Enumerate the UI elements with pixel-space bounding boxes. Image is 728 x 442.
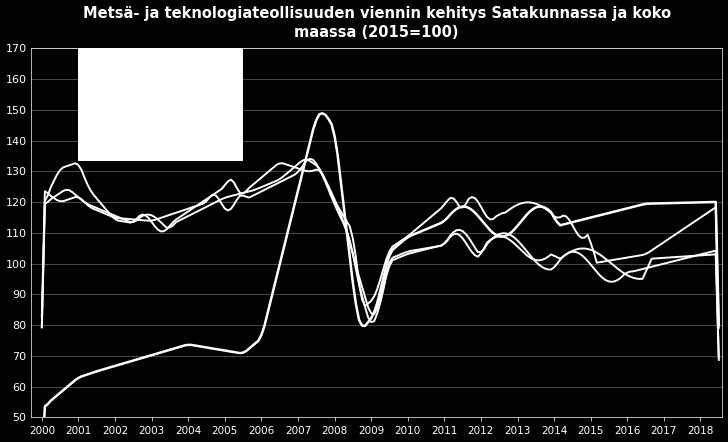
Bar	[79, 49, 243, 161]
Title: Metsä- ja teknologiateollisuuden viennin kehitys Satakunnassa ja koko
maassa (20: Metsä- ja teknologiateollisuuden viennin…	[82, 6, 670, 40]
